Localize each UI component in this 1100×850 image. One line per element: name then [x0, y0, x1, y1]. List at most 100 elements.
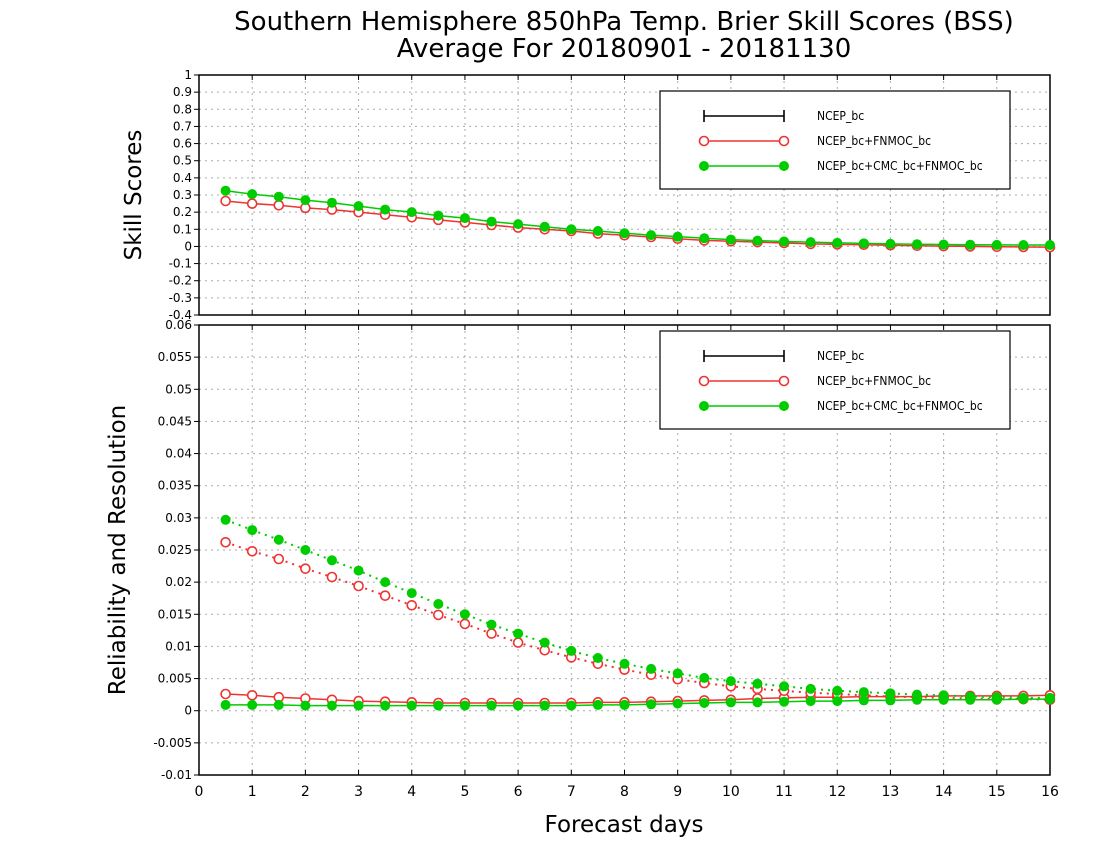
x-tick-label: 15	[988, 784, 1006, 800]
bottom-data-point	[646, 663, 657, 674]
top-data-point	[300, 195, 311, 206]
bottom-data-point	[406, 700, 417, 711]
x-tick-label: 16	[1041, 784, 1059, 800]
bottom-plot-frame	[198, 324, 1051, 776]
bottom-y-tick-label: 0.055	[158, 350, 192, 364]
top-data-point	[619, 228, 630, 239]
top-data-point	[246, 198, 258, 209]
top-data-point	[672, 231, 683, 242]
bottom-y-tick-label: 0.025	[158, 543, 192, 557]
reliability-resolution-panel: 0.060.0550.050.0450.040.0350.030.0250.02…	[153, 318, 1059, 800]
top-data-point	[273, 199, 285, 211]
x-tick-label: 14	[935, 784, 953, 800]
bottom-data-point	[300, 545, 311, 555]
bottom-data-point	[326, 571, 338, 583]
bottom-data-point	[486, 619, 497, 630]
bottom-data-point	[1045, 692, 1055, 703]
bottom-data-point	[326, 700, 337, 711]
top-data-point	[486, 216, 497, 227]
x-tick-label: 10	[722, 784, 740, 800]
bottom-legend: NCEP_bc NCEP_bc+FNMOC_bc NCEP_bc+CMC_bc+FN…	[659, 330, 1011, 430]
top-y-tick-label: -0.3	[169, 291, 192, 305]
bottom-data-point	[832, 685, 843, 696]
bottom-legend-marker	[698, 375, 710, 387]
top-y-tick-label: 0.4	[173, 171, 192, 185]
top-y-axis-title: Skill Scores	[121, 130, 147, 261]
top-data-point	[832, 237, 843, 248]
bottom-series-resolution-ncep-cmc-fnmoc	[220, 514, 1055, 703]
bottom-data-point	[220, 536, 231, 548]
x-tick-label: 12	[828, 784, 846, 800]
bottom-data-point	[592, 699, 603, 710]
bottom-data-point	[965, 691, 976, 702]
bottom-data-point	[539, 637, 550, 648]
bottom-y-tick-label: 0.005	[158, 672, 192, 686]
bottom-series-line	[225, 541, 1051, 701]
bottom-legend-label: NCEP_bc+CMC_bc+FNMOC_bc	[817, 399, 983, 413]
top-y-tick-label: 0.5	[173, 154, 192, 168]
top-data-point	[991, 239, 1002, 250]
top-data-point	[779, 236, 790, 247]
bottom-data-point	[512, 637, 524, 648]
bottom-data-point	[220, 514, 231, 525]
bottom-y-tick-label: 0.06	[165, 318, 192, 332]
bottom-data-point	[885, 688, 896, 699]
x-tick-label: 4	[407, 784, 416, 800]
bottom-data-point	[672, 698, 683, 709]
bottom-y-tick-label: 0.01	[165, 639, 192, 653]
top-data-point	[353, 201, 364, 212]
top-data-point	[752, 235, 763, 246]
top-data-point	[646, 230, 657, 241]
top-data-point	[273, 191, 284, 202]
bottom-legend-marker	[779, 401, 789, 411]
bottom-data-point	[300, 700, 311, 711]
bottom-data-point	[273, 534, 284, 545]
x-tick-label: 9	[673, 784, 682, 800]
bottom-y-tick-label: 0.05	[165, 382, 192, 396]
bottom-data-point	[353, 580, 364, 592]
bottom-data-point	[247, 699, 258, 710]
bottom-data-point	[991, 692, 1002, 703]
x-tick-label: 11	[775, 784, 793, 800]
top-y-tick-label: 0.8	[173, 102, 192, 116]
top-y-tick-label: 0.6	[173, 137, 192, 151]
bottom-series-resolution-ncep-fnmoc	[220, 536, 1056, 706]
bottom-data-point	[699, 672, 710, 683]
top-data-point	[1018, 240, 1029, 251]
bottom-y-axis-title: Reliability and Resolution	[105, 405, 131, 695]
bottom-data-point	[273, 699, 284, 710]
x-tick-label: 2	[301, 784, 310, 800]
top-data-point	[247, 189, 258, 200]
top-data-point	[380, 204, 391, 215]
bottom-y-tick-label: 0.015	[158, 607, 192, 621]
top-data-point	[885, 238, 896, 249]
x-tick-label: 7	[567, 784, 576, 800]
top-legend-marker	[699, 161, 709, 171]
bottom-data-point	[459, 700, 470, 711]
bottom-data-point	[513, 628, 524, 639]
top-y-tick-label: 0.7	[173, 119, 192, 133]
bottom-y-tick-label: 0.04	[165, 447, 192, 461]
top-legend-box	[659, 90, 1011, 190]
bottom-data-point	[433, 599, 444, 609]
top-data-point	[858, 238, 869, 249]
top-data-point	[725, 234, 736, 245]
top-series-line	[225, 189, 1050, 246]
x-tick-label: 1	[248, 784, 257, 800]
bottom-data-point	[513, 700, 524, 711]
bottom-data-point	[247, 525, 258, 536]
x-tick-label: 0	[195, 784, 204, 800]
bottom-data-point	[486, 628, 497, 639]
top-data-point	[699, 233, 710, 244]
top-data-point	[513, 219, 524, 230]
top-data-point	[433, 210, 444, 221]
bottom-y-tick-label: 0.02	[165, 575, 192, 589]
top-y-tick-label: 0.3	[173, 188, 192, 202]
bottom-data-point	[912, 689, 923, 700]
bottom-data-point	[805, 696, 816, 707]
x-tick-label: 8	[620, 784, 629, 800]
top-data-point	[912, 239, 923, 250]
bottom-data-point	[353, 565, 364, 576]
top-y-tick-label: 1	[184, 68, 192, 82]
